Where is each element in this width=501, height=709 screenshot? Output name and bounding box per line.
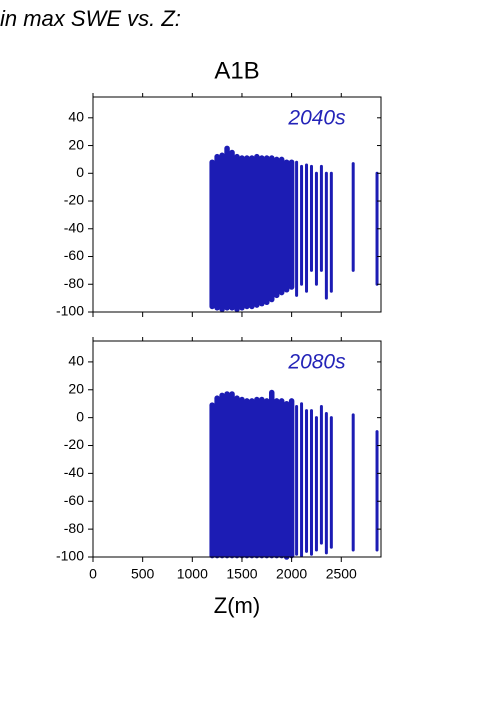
y-tick-label: 20: [68, 136, 84, 152]
plot-frame: [92, 96, 382, 313]
y-tick-label: -20: [64, 192, 84, 208]
y-tick-label: 0: [76, 408, 84, 424]
y-tick-label: -100: [56, 548, 84, 564]
page-title: in max SWE vs. Z:: [0, 6, 181, 31]
y-tick-label: 40: [68, 109, 84, 125]
x-tick-label: 1000: [177, 566, 208, 582]
y-tick-label: -80: [64, 275, 84, 291]
panel-label: 2080s: [287, 351, 346, 374]
panel-label: 2040s: [287, 107, 346, 130]
x-tick-label: 2000: [276, 566, 307, 582]
x-tick-label: 500: [131, 566, 155, 582]
x-axis-label: Z(m): [214, 593, 260, 618]
y-tick-label: -20: [64, 436, 84, 452]
y-tick-label: 40: [68, 353, 84, 369]
y-tick-label: -60: [64, 247, 84, 263]
x-tick-label: 0: [89, 566, 97, 582]
y-tick-label: 0: [76, 164, 84, 180]
y-tick-label: -40: [64, 219, 84, 235]
x-tick-label: 2500: [326, 566, 357, 582]
y-tick-label: -80: [64, 520, 84, 536]
y-tick-label: -40: [64, 464, 84, 480]
chart-title: A1B: [214, 57, 259, 84]
y-tick-label: 20: [68, 380, 84, 396]
y-tick-label: -100: [56, 303, 84, 319]
y-tick-label: -60: [64, 492, 84, 508]
plot-frame: [92, 340, 382, 558]
x-tick-label: 1500: [226, 566, 257, 582]
